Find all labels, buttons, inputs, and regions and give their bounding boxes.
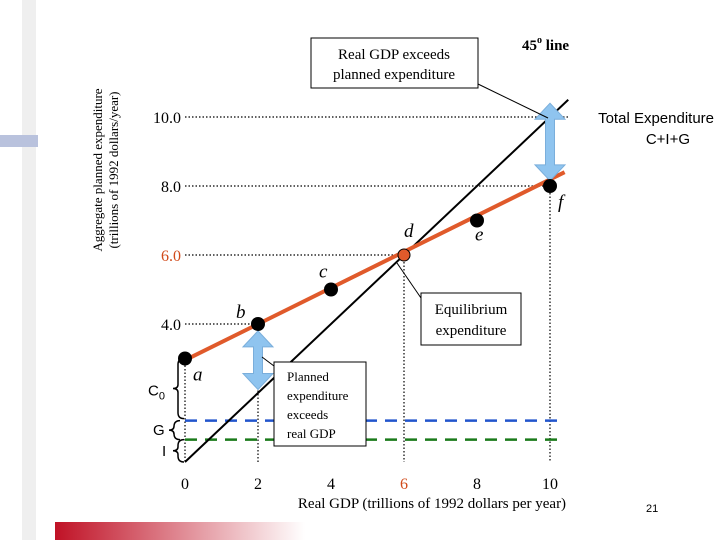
callout-exceeds-line2: planned expenditure — [333, 67, 455, 83]
deco-red-bar — [55, 522, 305, 540]
x-tick-label: 10 — [542, 476, 558, 493]
i-label: I — [162, 443, 166, 460]
line-total-expenditure — [184, 170, 566, 363]
brace-c0 — [172, 357, 185, 420]
g-label: G — [153, 422, 165, 439]
point-label-c: c — [319, 262, 328, 283]
point-label-a: a — [193, 365, 203, 386]
x-axis-label: Real GDP (trillions of 1992 dollars per … — [298, 496, 566, 512]
callout-planned-line1: Planned — [287, 369, 329, 384]
series-lines — [184, 99, 569, 463]
point-e — [470, 213, 484, 228]
gap-arrows — [241, 102, 567, 391]
gap-arrow-low — [241, 330, 275, 391]
callout-planned-pointer — [261, 356, 275, 367]
callout-planned-box — [273, 361, 367, 447]
x-tick-label: 8 — [473, 476, 481, 493]
line45-label: 45o line — [522, 35, 569, 54]
annotations: C0 GI — [148, 357, 185, 463]
x-tick-label: 2 — [254, 476, 262, 493]
component-levels — [185, 419, 561, 441]
y-tick-label: 6.0 — [161, 248, 181, 265]
total-expenditure-label: Total Expenditure — [598, 110, 714, 127]
slide-number: 21 — [646, 503, 658, 515]
callout-exceeds-box — [310, 37, 479, 89]
callout-equilibrium-line1: Equilibrium — [435, 302, 508, 318]
c0-label: C0 — [148, 383, 165, 403]
data-points: a b c d e f — [178, 179, 566, 386]
point-f — [543, 179, 557, 193]
point-label-b: b — [236, 302, 246, 323]
y-axis-label: Aggregate planned expenditure — [90, 88, 105, 251]
x-tick-label: 6 — [400, 476, 408, 493]
y-axis-label-sub: (trillions of 1992 dollars/year) — [106, 91, 121, 248]
callout-equilibrium-line2: expenditure — [436, 323, 507, 339]
callout-equilibrium-box — [420, 292, 522, 346]
slide-decoration — [0, 0, 38, 540]
point-label-e: e — [475, 225, 483, 246]
callout-exceeds-pointer — [477, 83, 549, 119]
point-b — [251, 317, 265, 331]
point-a — [178, 351, 192, 366]
callout-exceeds-line1: Real GDP exceeds — [338, 47, 450, 63]
total-expenditure-label-2: C+I+G — [646, 131, 690, 148]
y-tick-label: 10.0 — [153, 110, 181, 127]
gap-arrow-high — [533, 102, 567, 182]
point-c — [324, 282, 338, 297]
point-label-d: d — [404, 221, 414, 242]
callout-equilibrium-pointer — [396, 262, 422, 299]
deco-bar — [0, 135, 38, 147]
brace-i — [172, 438, 185, 463]
callout-planned-line2: expenditure — [287, 388, 349, 403]
x-tick-label: 4 — [327, 476, 335, 493]
callout-planned-line4: real GDP — [287, 426, 336, 441]
callout-planned-line3: exceeds — [287, 407, 328, 422]
y-tick-label: 4.0 — [161, 317, 181, 334]
tick-labels: 0 2 4 6 8 10 4.0 6.0 8.0 10.0 — [153, 110, 558, 493]
point-d — [397, 248, 411, 262]
y-tick-label: 8.0 — [161, 179, 181, 196]
brace-g — [168, 419, 181, 441]
x-tick-label: 0 — [181, 476, 189, 493]
line-45-degree — [184, 99, 569, 463]
guide-lines — [184, 116, 569, 462]
point-label-f: f — [558, 192, 566, 213]
